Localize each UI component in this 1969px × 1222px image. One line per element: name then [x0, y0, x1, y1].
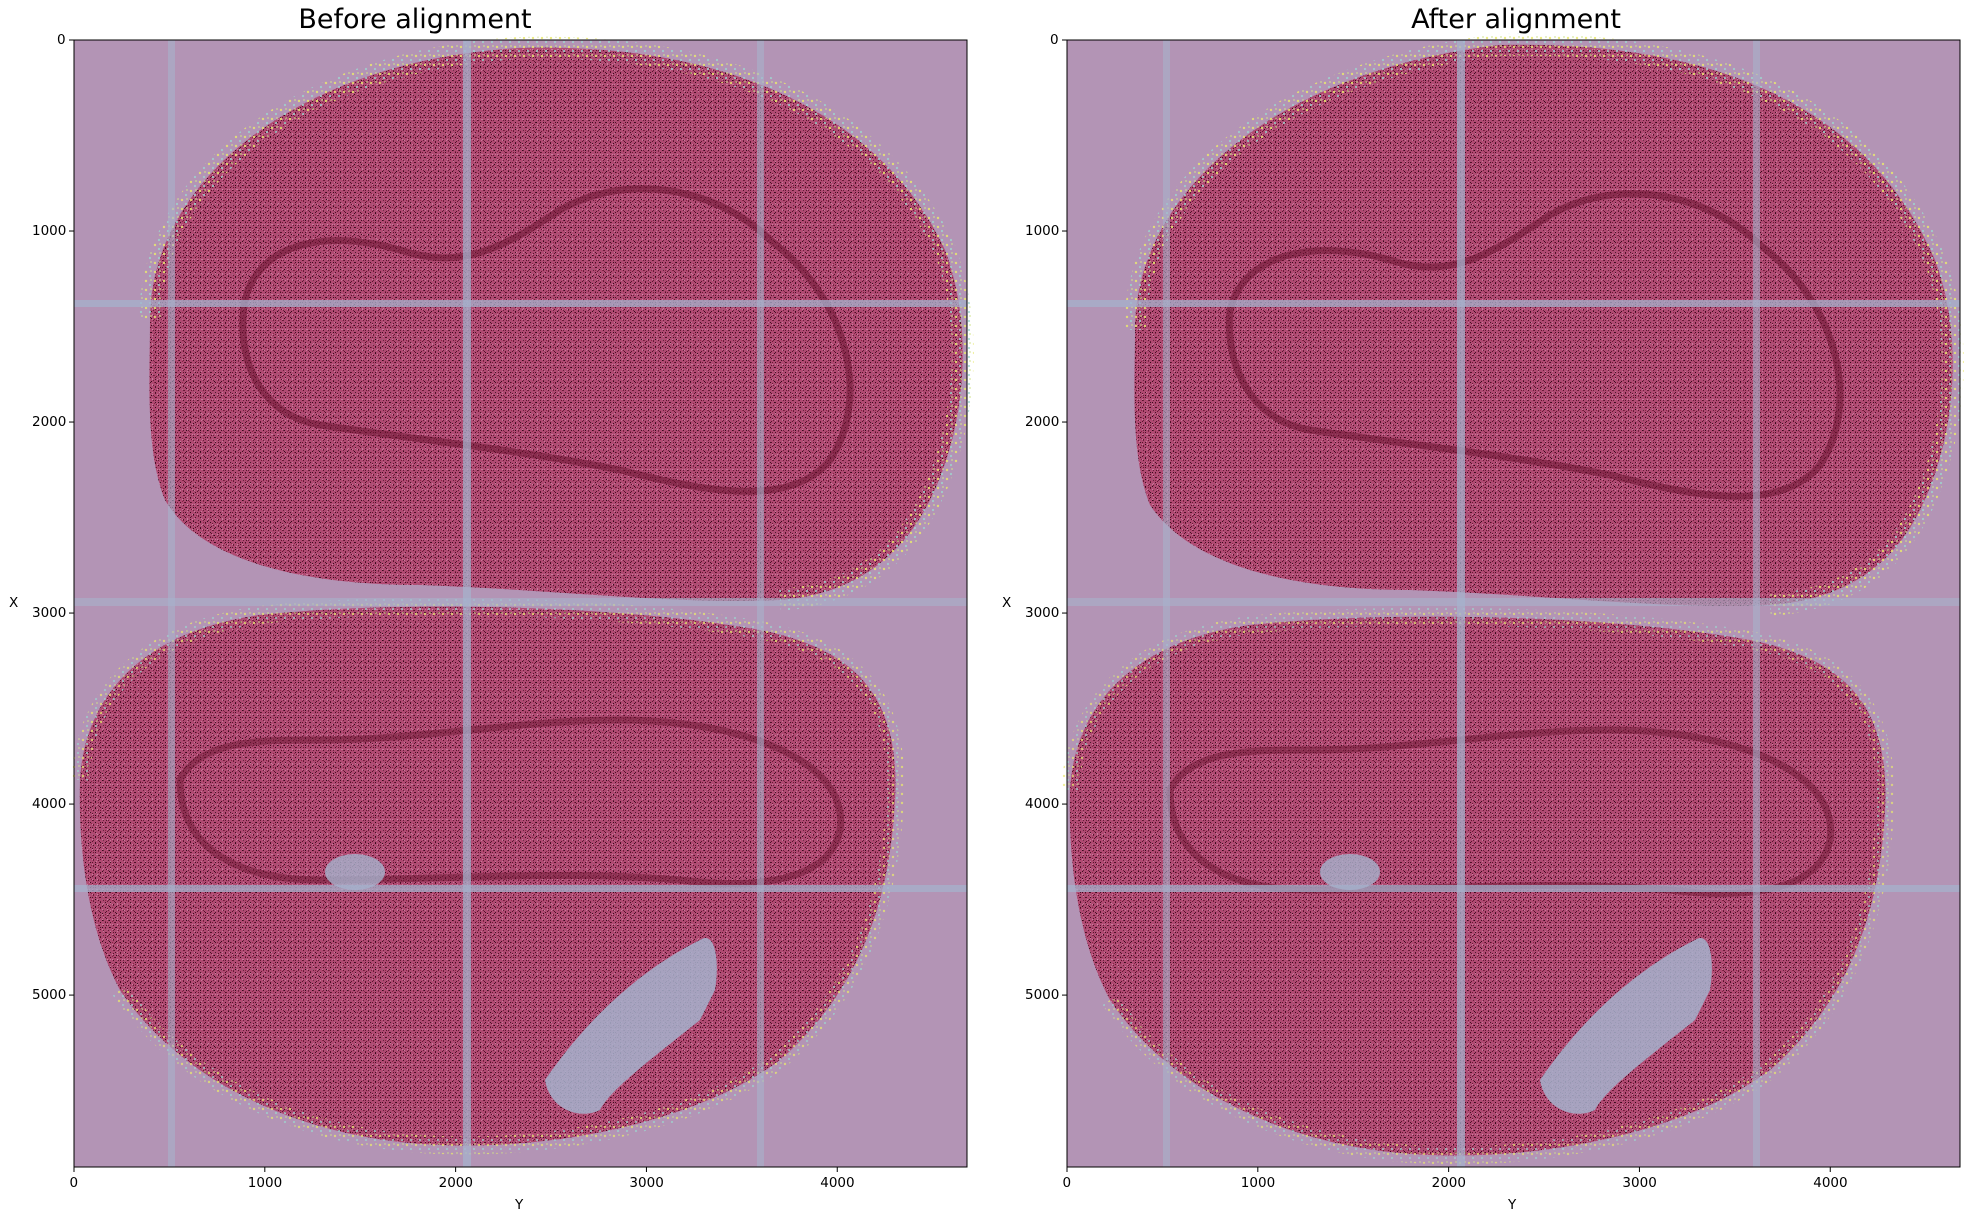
left-x-tick-label: 3000	[629, 1175, 664, 1191]
right-y-tick-label: 2000	[1025, 414, 1060, 431]
right-panel-title: After alignment	[1411, 4, 1621, 35]
left-y-tick-label: 0	[57, 32, 66, 48]
left-y-tick-label: 5000	[32, 987, 67, 1004]
right-image	[1061, 33, 1964, 1168]
left-x-tick-label: 4000	[820, 1175, 855, 1191]
right-x-tick-label: 1000	[1240, 1175, 1276, 1191]
right-y-tick-label: 1000	[1025, 223, 1060, 240]
left-panel-title: Before alignment	[298, 4, 532, 35]
right-y-axis-label: X	[1002, 595, 1012, 611]
left-x-tick-label: 2000	[438, 1175, 473, 1191]
left-y-axis-label: X	[9, 595, 19, 611]
left-image	[71, 36, 974, 1168]
left-y-tick-label: 3000	[32, 605, 67, 622]
right-x-tick-label: 4000	[1813, 1175, 1848, 1191]
left-x-tick-label: 0	[69, 1175, 79, 1191]
right-y-tick-label: 4000	[1025, 796, 1060, 813]
left-x-tick-label: 1000	[247, 1175, 283, 1191]
left-x-axis-label: Y	[515, 1197, 524, 1213]
right-y-tick-label: 5000	[1025, 987, 1060, 1004]
right-y-tick-label: 3000	[1025, 605, 1060, 622]
right-x-tick-label: 3000	[1622, 1175, 1657, 1191]
right-x-tick-label: 0	[1062, 1175, 1072, 1191]
right-x-tick-label: 2000	[1431, 1175, 1466, 1191]
tick-marks	[69, 39, 1831, 1172]
left-y-tick-label: 2000	[32, 414, 67, 431]
right-x-axis-label: Y	[1508, 1197, 1517, 1213]
left-y-tick-label: 4000	[32, 796, 67, 813]
left-y-tick-label: 1000	[32, 223, 67, 240]
right-y-tick-label: 0	[1050, 32, 1059, 48]
